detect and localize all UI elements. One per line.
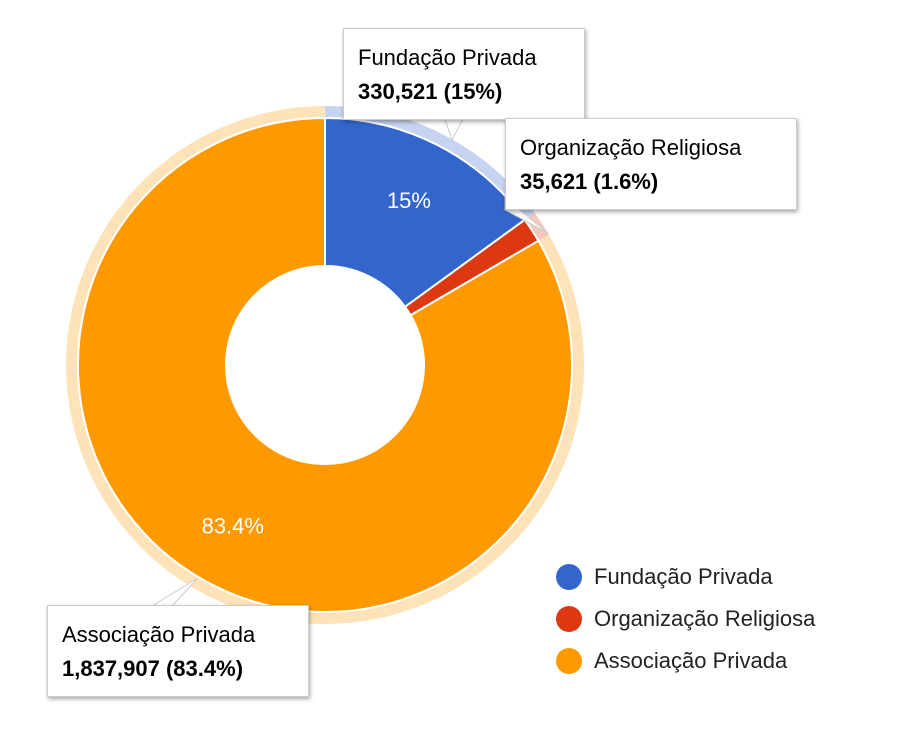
- slice-percent-label: 83.4%: [202, 513, 264, 538]
- tooltip-organizacao-religiosa: Organização Religiosa 35,621 (1.6%): [505, 118, 797, 210]
- tooltip-value: 35,621 (1.6%): [520, 169, 659, 194]
- legend-swatch: [556, 606, 582, 632]
- legend-label: Fundação Privada: [594, 564, 773, 589]
- legend-item[interactable]: Organização Religiosa: [556, 598, 815, 640]
- tooltip-value: 1,837,907 (83.4%): [62, 656, 244, 681]
- legend-item[interactable]: Associação Privada: [556, 640, 815, 682]
- tooltip-fundacao-privada: Fundação Privada 330,521 (15%): [343, 28, 585, 120]
- tooltip-name: Associação Privada: [62, 622, 256, 647]
- legend-label: Associação Privada: [594, 648, 788, 673]
- tooltip-value: 330,521 (15%): [358, 79, 503, 104]
- tooltip-name: Organização Religiosa: [520, 135, 742, 160]
- slice-percent-label: 15%: [387, 188, 431, 213]
- legend-swatch: [556, 564, 582, 590]
- slice-layer: [77, 116, 573, 613]
- legend-item[interactable]: Fundação Privada: [556, 556, 815, 598]
- tooltip-pointer: [444, 118, 464, 142]
- tooltip-name: Fundação Privada: [358, 45, 537, 70]
- slice-label-layer: 15% 83.4%: [202, 188, 431, 538]
- pie-slice[interactable]: [77, 116, 573, 613]
- tooltip-associacao-privada: Associação Privada 1,837,907 (83.4%): [47, 605, 309, 697]
- legend-swatch: [556, 648, 582, 674]
- legend: Fundação Privada Organização Religiosa A…: [556, 556, 815, 682]
- tooltip-pointer: [150, 577, 199, 607]
- legend-label: Organização Religiosa: [594, 606, 816, 631]
